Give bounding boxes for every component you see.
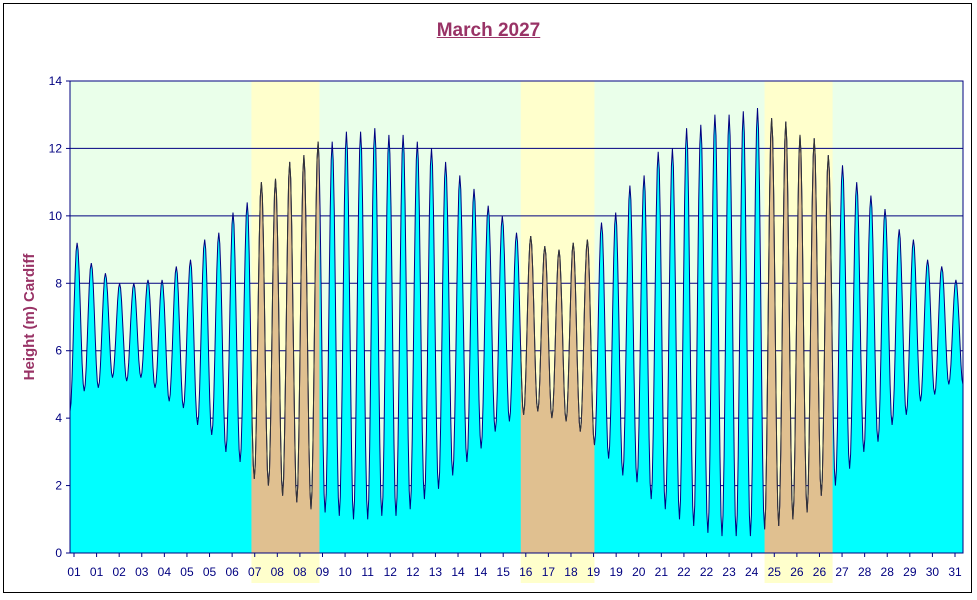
x-tick-label: 24 (745, 565, 759, 579)
x-tick-label: 30 (926, 565, 940, 579)
x-tick-label: 11 (361, 565, 374, 579)
y-tick-label: 2 (55, 479, 62, 493)
x-tick-label: 22 (700, 565, 714, 579)
y-tick-label: 10 (49, 209, 63, 223)
x-tick-label: 05 (180, 565, 194, 579)
x-tick-label: 08 (293, 565, 307, 579)
x-tick-label: 12 (406, 565, 420, 579)
x-tick-label: 28 (881, 565, 895, 579)
y-tick-label: 6 (55, 344, 62, 358)
y-tick-label: 0 (55, 546, 62, 560)
x-tick-label: 28 (858, 565, 872, 579)
x-tick-label: 12 (384, 565, 398, 579)
x-tick-label: 02 (112, 565, 126, 579)
x-tick-label: 22 (677, 565, 691, 579)
chart-title: March 2027 (436, 20, 541, 41)
x-tick-label: 14 (474, 565, 488, 579)
x-tick-label: 03 (135, 565, 149, 579)
water-area-highlight (251, 141, 320, 553)
x-tick-label: 21 (655, 565, 669, 579)
plot-border (69, 80, 964, 554)
x-tick-label: 29 (903, 565, 917, 579)
x-tick-label: 06 (225, 565, 239, 579)
x-tick-label: 18 (564, 565, 578, 579)
x-tick-label: 16 (519, 565, 533, 579)
x-tick-label: 10 (338, 565, 352, 579)
x-tick-label: 31 (948, 565, 962, 579)
x-tick-label: 14 (451, 565, 465, 579)
tide-area (70, 107, 963, 553)
x-tick-label: 09 (316, 565, 330, 579)
x-tick-label: 01 (90, 565, 104, 579)
axes (69, 80, 964, 554)
x-tick-labels: 01 01 02 03 04 05 05 06 07 08 08 09 10 11 12 12 13 14 14 15… (67, 553, 962, 579)
x-tick-label: 23 (722, 565, 736, 579)
y-tick-labels: 0 2 4 6 8 10 12 14 (49, 74, 70, 560)
y-axis-label: Height (m) Cardiff (21, 253, 38, 381)
x-tick-label: 17 (542, 565, 556, 579)
y-tick-label: 14 (49, 74, 63, 88)
tide-line-highlight (764, 118, 833, 530)
x-tick-label: 08 (271, 565, 285, 579)
y-tick-label: 12 (49, 141, 63, 155)
x-tick-label: 26 (790, 565, 804, 579)
x-tick-label: 19 (609, 565, 623, 579)
x-tick-label: 07 (248, 565, 262, 579)
x-tick-label: 01 (67, 565, 81, 579)
x-tick-label: 13 (429, 565, 443, 579)
x-tick-label: 26 (813, 565, 827, 579)
x-tick-label: 05 (203, 565, 217, 579)
x-tick-label: 04 (158, 565, 172, 579)
x-tick-label: 27 (835, 565, 849, 579)
x-tick-label: 19 (587, 565, 601, 579)
y-tick-label: 8 (55, 276, 62, 290)
water-area-highlight (764, 118, 833, 553)
x-tick-label: 15 (497, 565, 511, 579)
y-tick-label: 4 (55, 411, 62, 425)
x-tick-label: 25 (768, 565, 782, 579)
x-tick-label: 20 (632, 565, 646, 579)
